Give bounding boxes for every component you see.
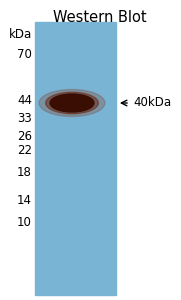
Bar: [35, 22, 116, 295]
Text: 33: 33: [17, 112, 32, 124]
Ellipse shape: [46, 92, 98, 114]
Text: 26: 26: [17, 130, 32, 142]
Text: 10: 10: [17, 215, 32, 229]
Text: 40kDa: 40kDa: [133, 97, 171, 110]
Text: Western Blot: Western Blot: [53, 10, 147, 25]
Text: kDa: kDa: [9, 28, 32, 41]
Text: 22: 22: [17, 145, 32, 158]
Text: 44: 44: [17, 94, 32, 106]
Ellipse shape: [39, 89, 105, 116]
Ellipse shape: [50, 94, 94, 112]
Text: 70: 70: [17, 49, 32, 62]
Text: 14: 14: [17, 194, 32, 206]
Text: 18: 18: [17, 166, 32, 178]
